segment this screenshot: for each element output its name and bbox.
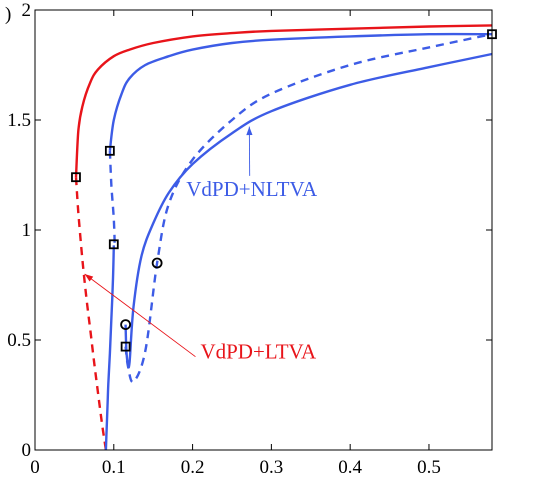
- annotation-arrowhead: [84, 274, 94, 282]
- x-tick-label: 0.3: [260, 457, 284, 478]
- x-axis-label: μ: [261, 475, 272, 482]
- annotation-label: VdPD+NLTVA: [186, 177, 318, 201]
- annotation-label: VdPD+LTVA: [200, 340, 317, 364]
- series-nltva-solid-2: [108, 32, 493, 151]
- y-tick-label: 1: [22, 220, 32, 241]
- bifurcation-circle-marker: [120, 319, 132, 331]
- x-tick-label: 0: [30, 457, 40, 478]
- y-tick-label: 1.5: [7, 110, 31, 131]
- series-ltva-solid-0: [74, 24, 493, 178]
- axes-layer: 0 0.1 0.2 0.3 0.4 0.5 0 0.5 1 1.5 2: [7, 0, 493, 478]
- markers-layer: [71, 29, 497, 352]
- annotations-layer: VdPD+NLTVA VdPD+LTVA: [84, 126, 318, 364]
- bifurcation-square-marker: [108, 239, 119, 250]
- annotation-arrow: [84, 273, 196, 358]
- bifurcation-circle-marker: [151, 257, 163, 269]
- bifurcation-square-marker: [104, 145, 115, 156]
- x-tick-label: 0.2: [181, 457, 205, 478]
- panel-label: ): [5, 4, 11, 25]
- bifurcation-square-marker: [487, 29, 497, 40]
- bifurcation-square-marker: [71, 172, 81, 183]
- series-ltva-dashed-1: [74, 177, 108, 451]
- annotation-arrowhead: [246, 126, 253, 136]
- series-nltva-solid-4: [104, 245, 115, 451]
- x-tick-label: 0.5: [417, 457, 441, 478]
- y-tick-label: 0: [22, 440, 32, 461]
- y-tick-label: 0.5: [7, 330, 31, 351]
- y-tick-label: 2: [22, 0, 32, 21]
- series-nltva-solid-6: [124, 52, 493, 369]
- x-tick-label: 0.4: [338, 457, 362, 478]
- x-tick-label: 0.1: [102, 457, 126, 478]
- curves-layer: [74, 24, 493, 451]
- bifurcation-square-marker: [120, 341, 131, 352]
